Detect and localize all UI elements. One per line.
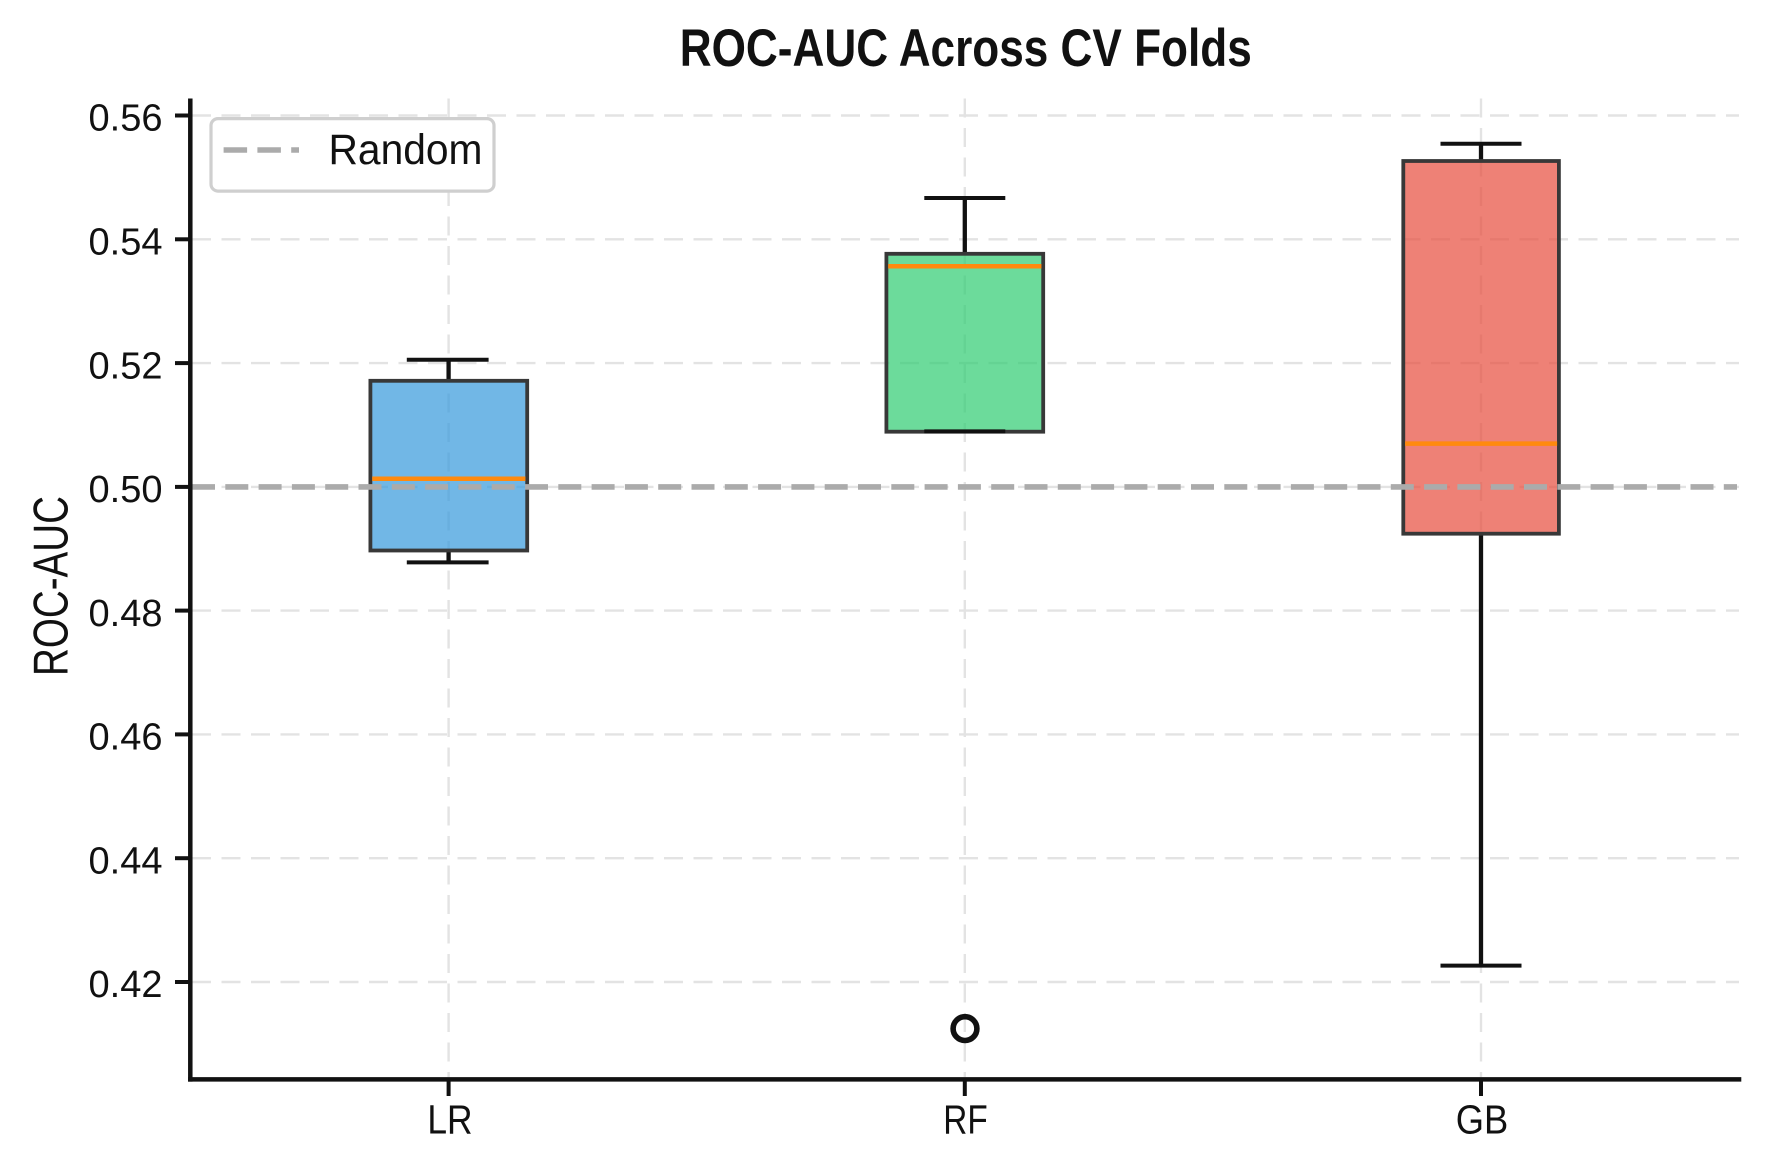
svg-text:0.56: 0.56 <box>89 98 163 140</box>
svg-text:RF: RF <box>943 1096 987 1142</box>
svg-text:0.42: 0.42 <box>89 964 163 1006</box>
svg-text:ROC-AUC Across CV Folds: ROC-AUC Across CV Folds <box>680 19 1252 78</box>
svg-text:LR: LR <box>427 1096 472 1142</box>
svg-text:0.46: 0.46 <box>89 717 163 759</box>
svg-text:GB: GB <box>1456 1096 1509 1142</box>
svg-text:0.54: 0.54 <box>89 222 163 264</box>
svg-text:0.50: 0.50 <box>89 469 163 511</box>
svg-text:0.52: 0.52 <box>89 345 163 387</box>
svg-text:ROC-AUC: ROC-AUC <box>25 496 79 676</box>
svg-text:Random: Random <box>329 126 483 174</box>
svg-text:0.44: 0.44 <box>89 840 163 882</box>
svg-text:0.48: 0.48 <box>89 593 163 635</box>
